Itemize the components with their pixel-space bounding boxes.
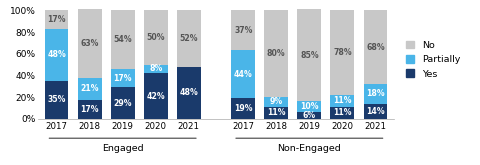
Text: 14%: 14%: [366, 107, 385, 116]
Text: 54%: 54%: [113, 35, 132, 44]
Text: 52%: 52%: [180, 34, 198, 43]
Text: 50%: 50%: [146, 33, 165, 42]
Text: 11%: 11%: [333, 96, 352, 105]
Text: 10%: 10%: [300, 102, 319, 111]
Text: 11%: 11%: [267, 108, 286, 117]
Text: 6%: 6%: [303, 111, 316, 120]
Text: 8%: 8%: [149, 64, 162, 73]
Bar: [363, 84, 387, 104]
Bar: [331, 95, 354, 107]
Bar: [298, 101, 321, 112]
Text: 17%: 17%: [113, 74, 132, 83]
Text: 48%: 48%: [47, 50, 66, 59]
Text: 80%: 80%: [267, 49, 286, 58]
Text: 9%: 9%: [270, 98, 283, 106]
Text: 44%: 44%: [234, 70, 252, 79]
Text: 68%: 68%: [366, 43, 385, 52]
Text: 21%: 21%: [80, 84, 99, 94]
Text: 85%: 85%: [300, 51, 319, 60]
Bar: [144, 65, 168, 73]
Bar: [331, 10, 354, 95]
Text: 42%: 42%: [146, 92, 165, 100]
Bar: [177, 67, 201, 119]
Text: 19%: 19%: [234, 104, 252, 113]
Bar: [231, 98, 255, 119]
Bar: [363, 10, 387, 84]
Text: 63%: 63%: [81, 39, 99, 48]
Bar: [111, 10, 134, 69]
Text: 35%: 35%: [48, 95, 66, 104]
Text: Engaged: Engaged: [102, 144, 144, 153]
Bar: [298, 112, 321, 119]
Bar: [264, 107, 288, 119]
Bar: [331, 107, 354, 119]
Bar: [363, 104, 387, 119]
Bar: [45, 29, 69, 81]
Bar: [264, 97, 288, 107]
Bar: [264, 10, 288, 97]
Bar: [177, 10, 201, 67]
Text: 29%: 29%: [113, 99, 132, 108]
Legend: No, Partially, Yes: No, Partially, Yes: [402, 37, 464, 82]
Text: 17%: 17%: [48, 15, 66, 24]
Bar: [45, 10, 69, 29]
Bar: [78, 78, 101, 100]
Text: 17%: 17%: [80, 105, 99, 114]
Text: 48%: 48%: [180, 88, 198, 97]
Bar: [298, 9, 321, 101]
Bar: [231, 10, 255, 50]
Text: 18%: 18%: [366, 89, 385, 98]
Bar: [45, 81, 69, 119]
Text: 11%: 11%: [333, 108, 352, 117]
Bar: [111, 87, 134, 119]
Bar: [144, 73, 168, 119]
Bar: [111, 69, 134, 87]
Text: Non-Engaged: Non-Engaged: [277, 144, 341, 153]
Bar: [78, 9, 101, 78]
Bar: [78, 100, 101, 119]
Bar: [144, 10, 168, 65]
Bar: [231, 50, 255, 98]
Text: 78%: 78%: [333, 48, 352, 57]
Text: 37%: 37%: [234, 26, 252, 35]
